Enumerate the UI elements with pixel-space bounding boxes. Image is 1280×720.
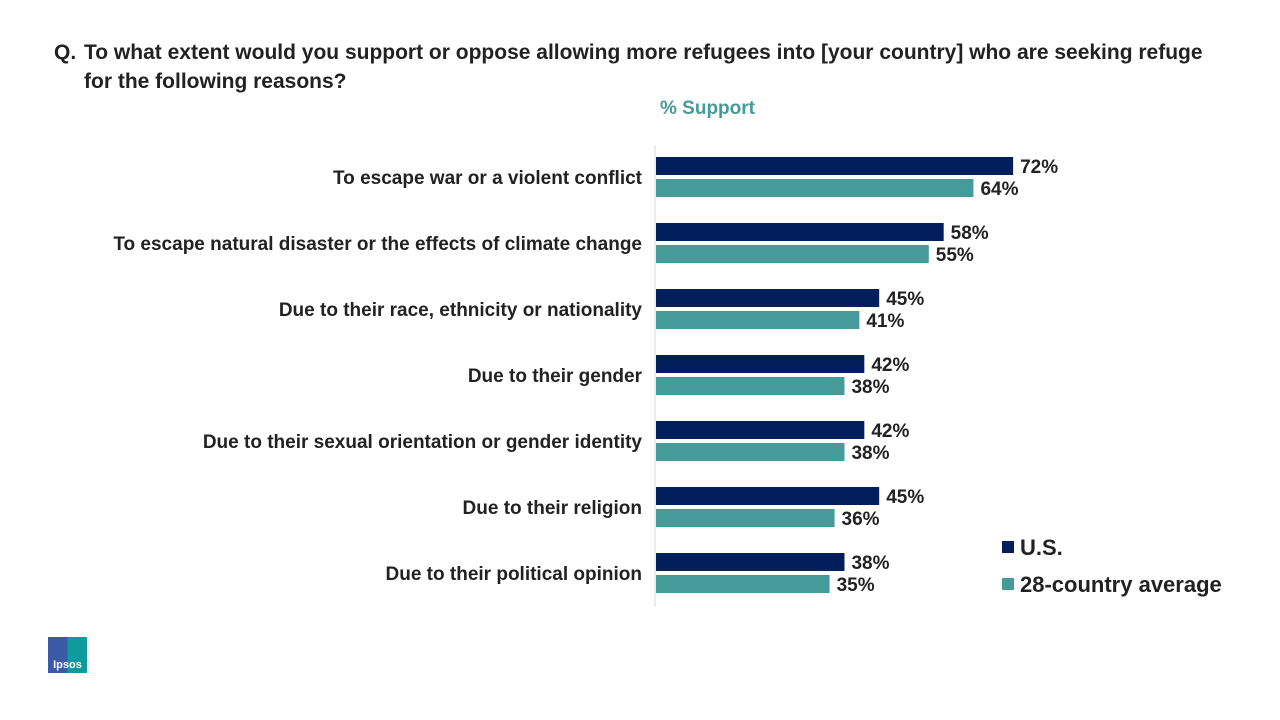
data-label: 42%: [871, 421, 909, 442]
bar-us: [656, 289, 880, 307]
data-label: 45%: [886, 487, 924, 508]
bar-avg: [656, 575, 830, 593]
bar-avg: [656, 245, 929, 263]
bar-avg: [656, 509, 835, 527]
bar-avg: [656, 377, 845, 395]
category-label: Due to their political opinion: [386, 564, 643, 585]
category-label: To escape natural disaster or the effect…: [113, 234, 642, 255]
bar-us: [656, 223, 944, 241]
category-label: Due to their gender: [468, 366, 643, 387]
data-label: 38%: [851, 377, 889, 398]
bar-avg: [656, 311, 860, 329]
data-label: 38%: [851, 443, 889, 464]
data-label: 55%: [936, 245, 974, 266]
bar-us: [656, 553, 845, 571]
data-label: 58%: [951, 223, 989, 244]
category-label: Due to their sexual orientation or gende…: [203, 432, 643, 453]
data-label: 36%: [842, 509, 880, 530]
question-prefix: Q.: [54, 41, 77, 64]
category-label: Due to their race, ethnicity or national…: [279, 300, 643, 321]
data-label: 35%: [837, 575, 875, 596]
bar-us: [656, 355, 865, 373]
data-label: 38%: [851, 553, 889, 574]
data-label: 45%: [886, 289, 924, 310]
data-label: 42%: [871, 355, 909, 376]
category-label: Due to their religion: [463, 498, 642, 519]
question-text: To what extent would you support or oppo…: [84, 41, 1203, 93]
chart-subtitle: % Support: [660, 98, 755, 119]
ipsos-logo: Ipsos: [48, 637, 87, 673]
bar-us: [656, 157, 1014, 175]
bar-us: [656, 487, 880, 505]
data-label: 72%: [1020, 157, 1058, 178]
bar-avg: [656, 179, 974, 197]
data-label: 64%: [980, 179, 1018, 200]
bar-us: [656, 421, 865, 439]
bar-avg: [656, 443, 845, 461]
logo-text: Ipsos: [53, 659, 82, 671]
legend-label: U.S.: [1020, 535, 1063, 560]
legend-swatch: [1002, 541, 1014, 553]
category-label: To escape war or a violent conflict: [333, 168, 643, 189]
legend-label: 28-country average: [1020, 572, 1222, 597]
data-label: 41%: [866, 311, 904, 332]
legend-swatch: [1002, 578, 1014, 590]
question: Q. To what extent would you support or o…: [54, 38, 1234, 96]
